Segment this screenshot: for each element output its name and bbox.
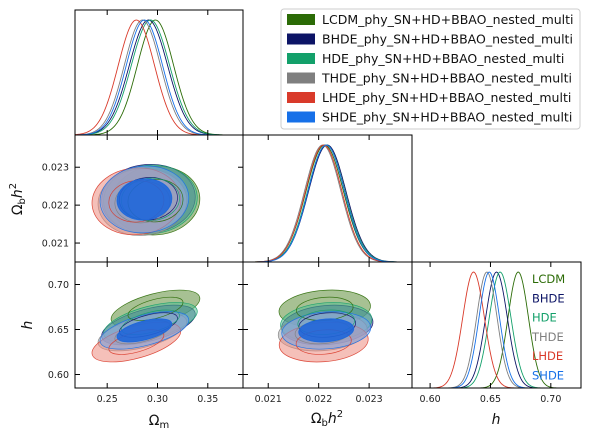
contour-shde-core-h-ob bbox=[298, 318, 354, 343]
legend-label-lhde: LHDE_phy_SN+HD+BBAO_nested_multi bbox=[322, 90, 571, 105]
legend-swatch-lcdm bbox=[287, 14, 315, 25]
series-tag-shde: SHDE bbox=[532, 369, 564, 383]
marginal-line-hde-ob bbox=[243, 144, 412, 262]
y-tick-label-ob-0: 0.021 bbox=[42, 239, 69, 250]
legend-label-lcdm: LCDM_phy_SN+HD+BBAO_nested_multi bbox=[322, 12, 574, 27]
marginal-panel-om bbox=[75, 19, 243, 135]
x-tick-label-ob-2: 0.023 bbox=[356, 394, 383, 405]
marginal-line-hde-h bbox=[412, 271, 581, 388]
contour-shde-core-h-om bbox=[116, 318, 172, 343]
marginal-line-bhde-om bbox=[75, 19, 243, 135]
series-tag-hde: HDE bbox=[532, 311, 557, 325]
x-tick-label-h-1: 0.65 bbox=[480, 394, 501, 405]
panel-frame-2-2 bbox=[411, 261, 582, 389]
x-axis-label-h: h bbox=[492, 412, 501, 428]
marginal-line-bhde-ob bbox=[243, 144, 412, 262]
x-tick-label-h-0: 0.60 bbox=[420, 394, 441, 405]
marginal-line-shde-h bbox=[412, 271, 581, 388]
marginal-line-thde-ob bbox=[243, 144, 412, 262]
contour-shde-core-ob-om bbox=[116, 178, 172, 221]
legend-label-hde: HDE_phy_SN+HD+BBAO_nested_multi bbox=[322, 51, 564, 66]
x-tick-label-om-1: 0.30 bbox=[147, 394, 168, 405]
marginal-panel-ob bbox=[243, 144, 412, 262]
legend-label-thde: THDE_phy_SN+HD+BBAO_nested_multi bbox=[321, 71, 572, 86]
series-tag-lhde: LHDE bbox=[532, 349, 563, 363]
contour-panel-h-vs-om bbox=[91, 289, 201, 363]
legend-swatch-thde bbox=[287, 72, 315, 84]
x-tick-label-ob-1: 0.022 bbox=[305, 394, 332, 405]
panel-frame-0-0 bbox=[74, 9, 244, 136]
legend-swatch-lhde bbox=[287, 92, 315, 103]
y-tick-label-ob-1: 0.022 bbox=[42, 201, 69, 212]
y-tick-label-ob-2: 0.023 bbox=[42, 163, 69, 174]
x-tick-label-om-2: 0.35 bbox=[197, 394, 218, 405]
y-tick-label-h-0: 0.60 bbox=[48, 370, 69, 381]
legend-label-shde: SHDE_phy_SN+HD+BBAO_nested_multi bbox=[322, 110, 572, 125]
legend-box bbox=[280, 8, 581, 130]
contour-panel-h-vs-ob bbox=[277, 289, 374, 363]
series-tag-thde: THDE bbox=[531, 330, 564, 344]
y-axis-label-omega-b-h2: Ωbh2 bbox=[8, 183, 28, 215]
contour-lcdm-1sigma-h-om bbox=[127, 296, 184, 321]
y-tick-label-h-1: 0.65 bbox=[48, 325, 69, 336]
x-tick-label-ob-0: 0.021 bbox=[255, 394, 282, 405]
contour-panel-ob-vs-om bbox=[91, 163, 201, 236]
x-axis-label-omega-b-h2: Ωbh2 bbox=[311, 409, 343, 429]
panel-frame-1-1 bbox=[242, 134, 413, 263]
marginal-line-thde-h bbox=[412, 271, 581, 388]
legend-swatch-shde bbox=[287, 111, 315, 123]
marginal-line-bhde-h bbox=[412, 271, 581, 388]
y-axis-label-h: h bbox=[20, 321, 36, 330]
marginal-line-shde-ob bbox=[243, 144, 412, 262]
marginal-line-lcdm-ob bbox=[243, 144, 412, 262]
marginal-line-lhde-h bbox=[412, 271, 581, 388]
x-tick-label-om-0: 0.25 bbox=[97, 394, 118, 405]
series-tag-lcdm: LCDM bbox=[532, 272, 565, 286]
x-tick-label-h-2: 0.70 bbox=[540, 394, 561, 405]
x-axis-label-omega-m: Ωm bbox=[149, 413, 169, 431]
legend-swatch-bhde bbox=[287, 33, 315, 45]
legend: LCDM_phy_SN+HD+BBAO_nested_multi BHDE_phy… bbox=[280, 8, 581, 130]
series-tag-bhde: BHDE bbox=[532, 291, 565, 305]
marginal-line-lhde-ob bbox=[243, 144, 412, 262]
y-tick-label-h-2: 0.70 bbox=[48, 280, 69, 291]
legend-label-bhde: BHDE_phy_SN+HD+BBAO_nested_multi bbox=[322, 32, 573, 47]
legend-swatch-hde bbox=[287, 53, 315, 64]
